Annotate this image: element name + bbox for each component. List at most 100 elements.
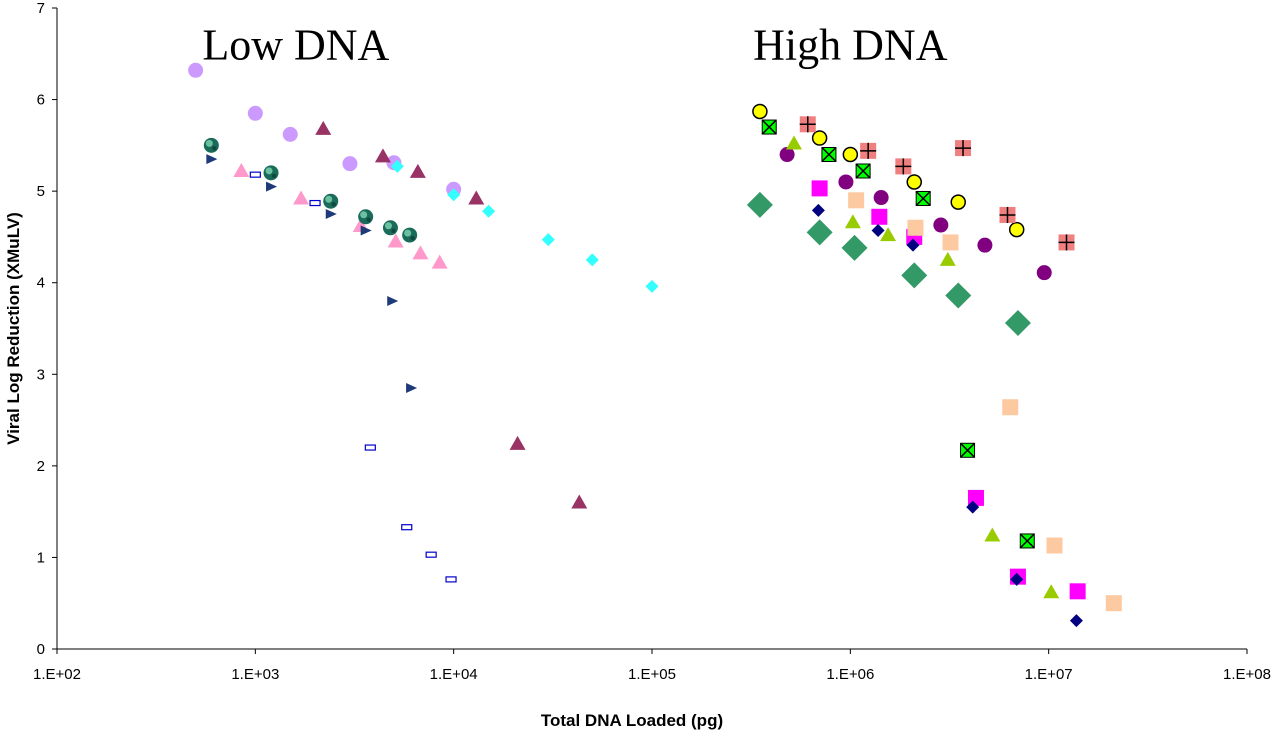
x-tick-label: 1.E+04 — [430, 666, 478, 683]
data-point — [871, 224, 885, 238]
data-point — [387, 233, 404, 248]
x-tick-label: 1.E+05 — [628, 666, 676, 683]
data-point — [325, 209, 337, 220]
data-point — [342, 156, 358, 172]
data-point — [848, 192, 865, 209]
data-point — [906, 174, 922, 190]
data-point — [746, 191, 773, 218]
data-point — [806, 219, 833, 246]
data-point — [374, 148, 391, 163]
data-point — [382, 220, 398, 236]
data-point — [293, 190, 310, 205]
data-point — [811, 180, 828, 197]
data-point — [247, 105, 263, 121]
data-point — [431, 254, 448, 269]
data-point — [1046, 537, 1063, 554]
data-point — [855, 163, 871, 179]
data-point — [945, 282, 972, 309]
data-point — [761, 119, 777, 135]
y-tick-label: 7 — [37, 0, 45, 17]
y-tick-label: 0 — [37, 641, 45, 658]
data-point — [841, 234, 868, 261]
data-point — [402, 227, 418, 243]
x-axis-title: Total DNA Loaded (pg) — [541, 711, 723, 730]
axes: 0 1 2 3 4 5 6 7 1.E+02 1.E+03 1.E+04 1.E+05 1.E+06 1.… — [33, 0, 1271, 683]
y-axis-title: Viral Log Reduction (XMuLV) — [4, 212, 23, 445]
data-point — [966, 500, 980, 514]
data-point — [811, 203, 825, 217]
data-point — [950, 194, 966, 210]
data-point — [999, 206, 1016, 223]
data-point — [360, 225, 372, 236]
data-point — [779, 147, 795, 163]
data-point — [955, 140, 972, 157]
data-point — [585, 253, 599, 267]
data-point — [906, 238, 920, 252]
data-point — [1058, 234, 1075, 251]
data-point — [323, 193, 339, 209]
y-tick-label: 2 — [37, 458, 45, 475]
data-point — [409, 163, 426, 178]
data-point — [447, 188, 461, 202]
y-tick-label: 6 — [37, 92, 45, 109]
data-point — [1069, 583, 1086, 600]
data-point — [412, 245, 429, 260]
y-tick-label: 1 — [37, 549, 45, 566]
data-point — [1008, 221, 1025, 238]
data-point — [901, 262, 928, 289]
data-point — [249, 171, 261, 178]
data-point — [206, 154, 218, 165]
data-point — [401, 524, 413, 531]
data-point — [984, 527, 1001, 542]
data-point — [1036, 265, 1052, 281]
data-point — [425, 551, 437, 558]
data-point — [1043, 584, 1060, 599]
data-point — [895, 158, 912, 175]
data-point — [752, 103, 768, 120]
data-point — [266, 181, 278, 192]
data-point — [387, 296, 399, 307]
data-point — [871, 208, 888, 225]
data-point — [571, 494, 588, 509]
data-point — [358, 209, 374, 225]
data-point — [282, 126, 298, 142]
data-points — [188, 62, 1122, 628]
data-point — [1105, 595, 1122, 612]
y-tick-label: 3 — [37, 366, 45, 383]
data-point — [1002, 399, 1019, 416]
data-point — [468, 190, 485, 205]
region-annotation: Low DNA — [202, 21, 389, 70]
data-point — [880, 227, 897, 242]
data-point — [907, 219, 924, 236]
data-point — [406, 383, 418, 394]
data-point — [1069, 614, 1083, 628]
data-point — [942, 234, 959, 251]
data-point — [844, 214, 861, 229]
data-point — [1019, 533, 1035, 549]
data-point — [188, 62, 204, 78]
data-point — [960, 442, 976, 458]
data-point — [860, 142, 877, 159]
data-point — [842, 146, 859, 163]
data-point — [1010, 572, 1024, 586]
data-point — [445, 576, 457, 583]
y-tick-label: 4 — [37, 275, 45, 292]
data-point — [977, 237, 993, 253]
x-tick-label: 1.E+07 — [1025, 666, 1073, 683]
data-point — [203, 137, 219, 153]
data-point — [482, 204, 496, 218]
x-tick-label: 1.E+03 — [231, 666, 279, 683]
data-point — [309, 199, 321, 207]
x-tick-label: 1.E+02 — [33, 666, 81, 683]
data-point — [838, 174, 854, 190]
data-point — [915, 190, 931, 206]
data-point — [939, 251, 956, 266]
data-point — [263, 165, 279, 181]
data-point — [811, 130, 828, 146]
data-point — [821, 146, 837, 163]
data-point — [933, 217, 949, 233]
data-point — [541, 233, 555, 247]
region-annotation: High DNA — [753, 21, 948, 70]
x-tick-label: 1.E+08 — [1223, 666, 1271, 683]
